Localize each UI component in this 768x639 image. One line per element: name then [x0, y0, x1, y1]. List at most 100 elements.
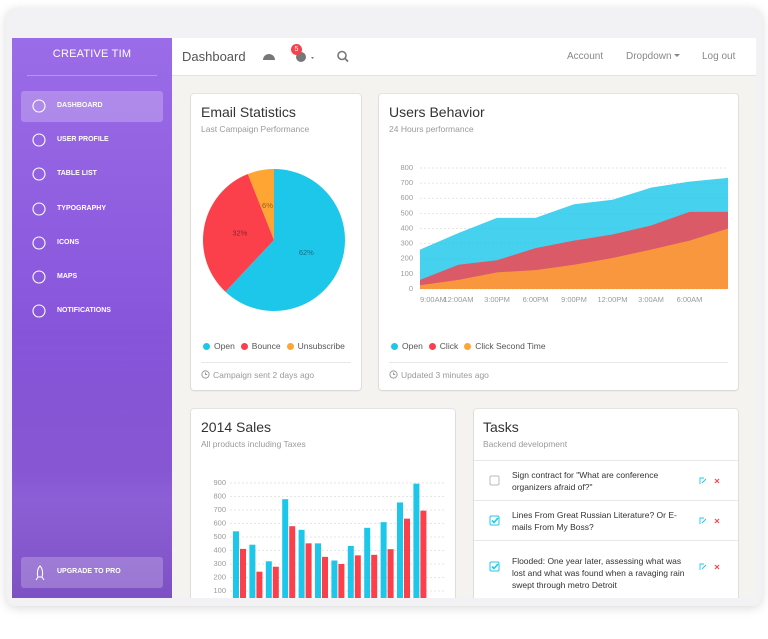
- menu-label: USER PROFILE: [57, 136, 109, 144]
- legend-item: Click Second Time: [464, 341, 546, 351]
- rocket-icon: [35, 565, 45, 581]
- menu-item[interactable]: DASHBOARD: [21, 91, 163, 122]
- sidebar-image: [12, 330, 172, 598]
- icon-shape: [32, 202, 46, 216]
- menu-icon: [32, 270, 46, 284]
- remove-shape: [714, 478, 720, 484]
- menu-label: DASHBOARD: [57, 102, 103, 109]
- menu-label: TYPOGRAPHY: [57, 204, 107, 212]
- icon-shape: [32, 236, 46, 250]
- remove-shape: [714, 564, 720, 570]
- task-row: Flooded: One year later, assessing what …: [474, 540, 738, 593]
- card-subtitle: All products including Taxes: [201, 439, 306, 449]
- menu-label: ICONS: [57, 238, 80, 246]
- checkbox-box: [489, 475, 500, 486]
- edit-icon[interactable]: [699, 563, 707, 570]
- nav-title[interactable]: Dashboard: [182, 49, 246, 64]
- menu-icon: [32, 99, 46, 113]
- card-title: Users Behavior: [389, 104, 485, 120]
- search-icon[interactable]: [337, 50, 349, 63]
- legend-label: Click Second Time: [475, 341, 546, 351]
- legend-label: Open: [214, 341, 235, 351]
- remove-icon[interactable]: [714, 518, 720, 524]
- nav-link[interactable]: Dropdown: [626, 51, 672, 62]
- legend-item: Open: [203, 341, 235, 351]
- menu-icon: [32, 167, 46, 181]
- remove-icon[interactable]: [714, 478, 720, 484]
- upgrade-label: UPGRADE TO PRO: [57, 568, 121, 575]
- check-mark: [491, 517, 499, 524]
- edit-icon[interactable]: [699, 517, 707, 524]
- menu-item[interactable]: TYPOGRAPHY: [21, 194, 163, 225]
- legend-item: Unsubscribe: [286, 341, 345, 351]
- checkbox-box: [489, 515, 500, 526]
- legend-swatch: [240, 342, 248, 350]
- menu-label: TABLE LIST: [57, 170, 97, 178]
- divider: [27, 75, 157, 76]
- divider: [389, 362, 728, 363]
- checkbox[interactable]: [489, 561, 501, 573]
- edit-shape: [699, 517, 707, 524]
- check-mark: [491, 563, 499, 570]
- legend-item: Open: [391, 341, 423, 351]
- menu-icon: [32, 202, 46, 216]
- menu-icon: [32, 133, 46, 147]
- nav-link[interactable]: Account: [567, 51, 604, 62]
- legend: Open Bounce Unsubscribe: [203, 341, 345, 351]
- icon-shape: [32, 133, 46, 147]
- brand[interactable]: CREATIVE TIM: [52, 48, 132, 60]
- caret: [674, 54, 680, 57]
- card-footer: Campaign sent 2 days ago: [213, 370, 315, 380]
- edit-icon[interactable]: [699, 477, 707, 484]
- legend-swatch: [286, 342, 294, 350]
- notification-badge: 5: [291, 44, 302, 55]
- legend-item: Bounce: [240, 341, 281, 351]
- task-row: Sign contract for "What are conference o…: [474, 460, 738, 501]
- card-title: 2014 Sales: [201, 419, 272, 435]
- card-subtitle: Last Campaign Performance: [201, 124, 310, 134]
- edit-shape: [699, 563, 707, 570]
- icon-shape: [32, 270, 46, 284]
- task-text: Lines From Great Russian Literature? Or …: [512, 510, 677, 532]
- checkbox[interactable]: [489, 515, 501, 527]
- nav-link[interactable]: Log out: [702, 51, 736, 62]
- task-actions: [699, 517, 720, 524]
- menu-label: NOTIFICATIONS: [57, 307, 111, 315]
- task-actions: [699, 563, 720, 570]
- card-title: Email Statistics: [201, 104, 296, 120]
- task-text: Flooded: One year later, assessing what …: [512, 556, 685, 590]
- legend-item: Click: [428, 341, 458, 351]
- menu-item[interactable]: ICONS: [21, 228, 163, 259]
- clock-icon: [201, 370, 210, 379]
- checkbox[interactable]: [489, 475, 501, 487]
- card-title: Tasks: [483, 419, 519, 435]
- checkbox-box: [489, 561, 500, 572]
- edit-shape: [699, 477, 707, 484]
- legend-swatch: [464, 342, 472, 350]
- page: CREATIVE TIM DASHBOARD USER PROFILE TABLE …: [6, 8, 762, 606]
- sidebar: [12, 38, 172, 598]
- card-footer: Updated 3 minutes ago: [401, 370, 489, 380]
- legend-label: Bounce: [251, 341, 281, 351]
- legend-label: Unsubscribe: [297, 341, 345, 351]
- task-text: Sign contract for "What are conference o…: [512, 470, 659, 492]
- legend-swatch: [428, 342, 436, 350]
- task-actions: [699, 477, 720, 484]
- history-icon: [389, 370, 398, 379]
- upgrade-button[interactable]: UPGRADE TO PRO: [21, 557, 163, 588]
- icon-shape: [32, 304, 46, 318]
- menu-item[interactable]: TABLE LIST: [21, 159, 163, 190]
- menu-item[interactable]: MAPS: [21, 262, 163, 293]
- menu-item[interactable]: USER PROFILE: [21, 125, 163, 156]
- legend-label: Open: [402, 341, 423, 351]
- legend: Open Click Click Second Time: [391, 341, 546, 351]
- menu-item[interactable]: NOTIFICATIONS: [21, 296, 163, 327]
- browser-window: CREATIVE TIM DASHBOARD USER PROFILE TABLE …: [12, 38, 756, 598]
- task-row: Lines From Great Russian Literature? Or …: [474, 500, 738, 541]
- icon-shape: [32, 167, 46, 181]
- menu-label: MAPS: [57, 273, 78, 280]
- icon-shape: [32, 99, 46, 113]
- legend-swatch: [203, 342, 210, 350]
- dashboard-icon[interactable]: [263, 54, 275, 60]
- remove-icon[interactable]: [714, 564, 720, 570]
